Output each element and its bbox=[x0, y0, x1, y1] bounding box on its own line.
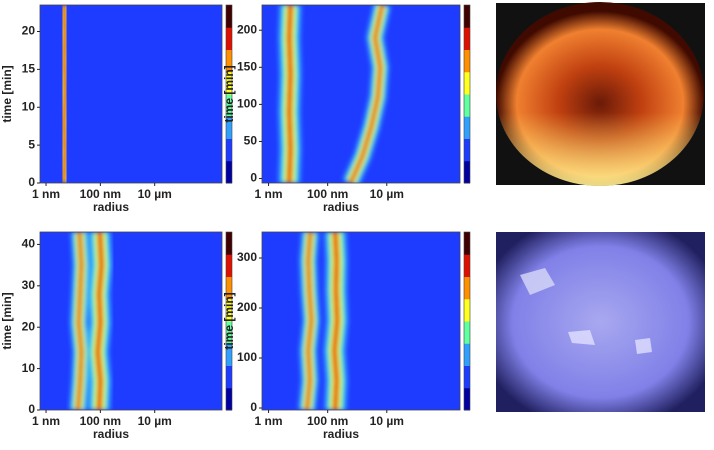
ridge bbox=[61, 5, 68, 183]
heatmap-panel: 0 100 200 300 1 nm 100 nm 10 µm radius time [min… bbox=[222, 231, 471, 441]
colorbar-segment bbox=[464, 116, 470, 139]
y-axis-label: time [min] bbox=[0, 65, 14, 122]
y-tick-label: 10 bbox=[22, 99, 36, 113]
colorbar-segment bbox=[464, 321, 470, 344]
colorbar-segment bbox=[464, 160, 470, 184]
colorbar-segment bbox=[464, 94, 470, 117]
colorbar-segment bbox=[464, 27, 470, 50]
colorbar-segment bbox=[226, 387, 232, 411]
x-tick-label: 100 nm bbox=[80, 187, 121, 201]
colorbar-segment bbox=[226, 276, 232, 300]
colorbar-segment bbox=[226, 138, 232, 162]
x-axis-label: radius bbox=[93, 200, 129, 214]
plot-background bbox=[262, 232, 460, 410]
colorbar-segment bbox=[464, 232, 470, 255]
plot-frame bbox=[39, 4, 223, 184]
x-tick-label: 100 nm bbox=[80, 414, 121, 428]
colorbar-segment bbox=[464, 71, 470, 95]
colorbar-segment bbox=[226, 343, 232, 366]
heatmap-panel: 0 10 20 30 40 1 nm 100 nm 10 µm radius time [min] bbox=[0, 231, 233, 441]
y-tick-label: 20 bbox=[22, 319, 36, 333]
colorbar-segment bbox=[464, 387, 470, 411]
colorbar-segment bbox=[464, 298, 470, 322]
y-tick-label: 40 bbox=[22, 237, 36, 251]
y-tick-label: 150 bbox=[237, 59, 257, 73]
x-tick-label: 10 µm bbox=[138, 187, 172, 201]
y-axis-label: time [min] bbox=[222, 292, 236, 349]
y-tick-label: 0 bbox=[250, 400, 257, 414]
x-tick-label: 1 nm bbox=[255, 414, 283, 428]
plot-frame bbox=[261, 231, 461, 411]
photo-bottom bbox=[496, 232, 705, 412]
plot-frame bbox=[261, 4, 461, 184]
x-axis-label: radius bbox=[93, 427, 129, 441]
colorbar-segment bbox=[464, 365, 470, 389]
colorbar-frame bbox=[225, 4, 233, 184]
y-tick-label: 200 bbox=[237, 22, 257, 36]
colorbar-segment bbox=[226, 71, 232, 95]
x-tick-label: 10 µm bbox=[370, 187, 404, 201]
colorbar-segment bbox=[226, 116, 232, 139]
ridges bbox=[278, 5, 391, 183]
colorbar-segment bbox=[226, 298, 232, 322]
x-tick-label: 10 µm bbox=[138, 414, 172, 428]
y-tick-label: 20 bbox=[22, 24, 36, 38]
colorbar-segment bbox=[226, 365, 232, 389]
colorbar-segment bbox=[226, 321, 232, 344]
colorbar-segment bbox=[226, 5, 232, 28]
heatmap-panel: 0 5 10 15 20 1 nm 100 nm 10 µm radius time [min] bbox=[0, 4, 233, 214]
colorbar-frame bbox=[463, 4, 471, 184]
photo-top bbox=[496, 2, 705, 186]
x-tick-label: 100 nm bbox=[307, 414, 348, 428]
x-tick-label: 1 nm bbox=[32, 187, 60, 201]
x-axis-label: radius bbox=[323, 427, 359, 441]
plot-background bbox=[40, 232, 222, 410]
colorbar-segment bbox=[464, 343, 470, 366]
y-tick-label: 15 bbox=[22, 62, 36, 76]
colorbar-segment bbox=[226, 254, 232, 277]
colorbar-segment bbox=[464, 254, 470, 277]
ridge bbox=[305, 232, 314, 410]
x-axis-label: radius bbox=[323, 200, 359, 214]
y-tick-label: 50 bbox=[244, 134, 258, 148]
y-axis-label: time [min] bbox=[0, 292, 14, 349]
ridge bbox=[95, 232, 104, 410]
y-tick-label: 100 bbox=[237, 350, 257, 364]
y-tick-label: 5 bbox=[28, 137, 35, 151]
x-tick-label: 100 nm bbox=[307, 187, 348, 201]
y-tick-label: 0 bbox=[28, 175, 35, 189]
ridges bbox=[298, 232, 349, 410]
ridge bbox=[286, 5, 293, 183]
x-tick-label: 1 nm bbox=[32, 414, 60, 428]
colorbar-segment bbox=[464, 5, 470, 28]
colorbar-frame bbox=[225, 231, 233, 411]
x-tick-label: 1 nm bbox=[255, 187, 283, 201]
colorbar-segment bbox=[226, 232, 232, 255]
ridge bbox=[331, 232, 340, 410]
plot-frame bbox=[39, 231, 223, 411]
y-tick-label: 300 bbox=[237, 250, 257, 264]
colorbar-segment bbox=[226, 94, 232, 117]
colorbar-segment bbox=[226, 160, 232, 184]
colorbar-segment bbox=[226, 49, 232, 73]
ridges bbox=[69, 232, 113, 410]
heatmap-panel: 0 50 100 150 200 1 nm 100 nm 10 µm radius time [m… bbox=[222, 4, 471, 214]
ridges bbox=[52, 5, 77, 183]
y-tick-label: 30 bbox=[22, 278, 36, 292]
y-tick-label: 0 bbox=[250, 171, 257, 185]
x-tick-label: 10 µm bbox=[370, 414, 404, 428]
ridge bbox=[348, 5, 385, 183]
colorbar-segment bbox=[464, 276, 470, 300]
colorbar-frame bbox=[463, 231, 471, 411]
y-axis-label: time [min] bbox=[222, 65, 236, 122]
y-tick-label: 200 bbox=[237, 300, 257, 314]
colorbar-segment bbox=[464, 138, 470, 162]
y-tick-label: 100 bbox=[237, 97, 257, 111]
colorbar-segment bbox=[226, 27, 232, 50]
y-tick-label: 10 bbox=[22, 361, 36, 375]
ridge bbox=[75, 232, 84, 410]
y-tick-label: 0 bbox=[28, 402, 35, 416]
colorbar-segment bbox=[464, 49, 470, 73]
